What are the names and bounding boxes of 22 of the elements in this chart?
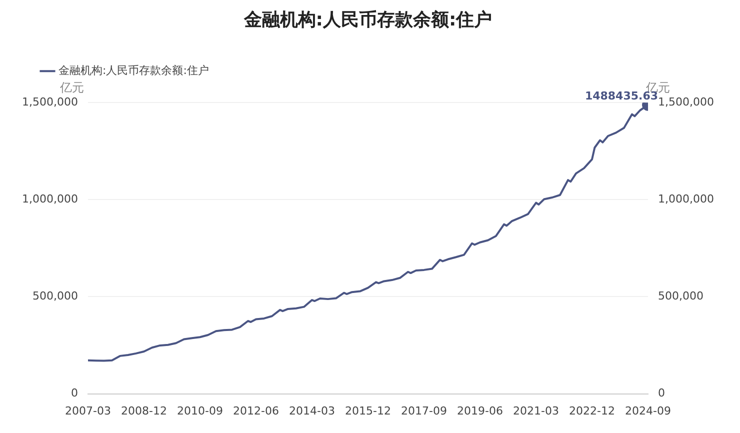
y2-tick-label: 500,000 — [658, 290, 704, 303]
y-axis-title: 亿元 — [58, 80, 84, 95]
x-tick-label: 2010-09 — [177, 404, 223, 418]
x-tick-label: 2008-12 — [121, 404, 167, 418]
y-tick-label: 1,000,000 — [22, 192, 78, 206]
x-tick-label: 2024-09 — [625, 404, 671, 418]
x-tick-label: 2019-06 — [457, 404, 503, 418]
y2-tick-label: 1,500,000 — [658, 95, 714, 108]
x-tick-label: 2012-06 — [233, 404, 279, 418]
y-tick-label: 500,000 — [32, 290, 78, 303]
x-tick-label: 2014-03 — [289, 404, 335, 418]
x-tick-label: 2007-03 — [65, 404, 111, 418]
x-tick-label: 2022-12 — [569, 404, 615, 418]
y-tick-label: 0 — [70, 386, 78, 400]
chart-title: 金融机构:人民币存款余额:住户 — [242, 9, 492, 30]
x-tick-label: 2015-12 — [345, 404, 391, 418]
y2-tick-label: 1,000,000 — [658, 192, 714, 206]
x-tick-label: 2021-03 — [513, 404, 559, 418]
x-tick-label: 2017-09 — [401, 404, 447, 418]
legend-label: 金融机构:人民币存款余额:住户 — [58, 64, 209, 77]
y-tick-label: 1,500,000 — [22, 95, 78, 108]
y2-tick-label: 0 — [658, 386, 666, 400]
